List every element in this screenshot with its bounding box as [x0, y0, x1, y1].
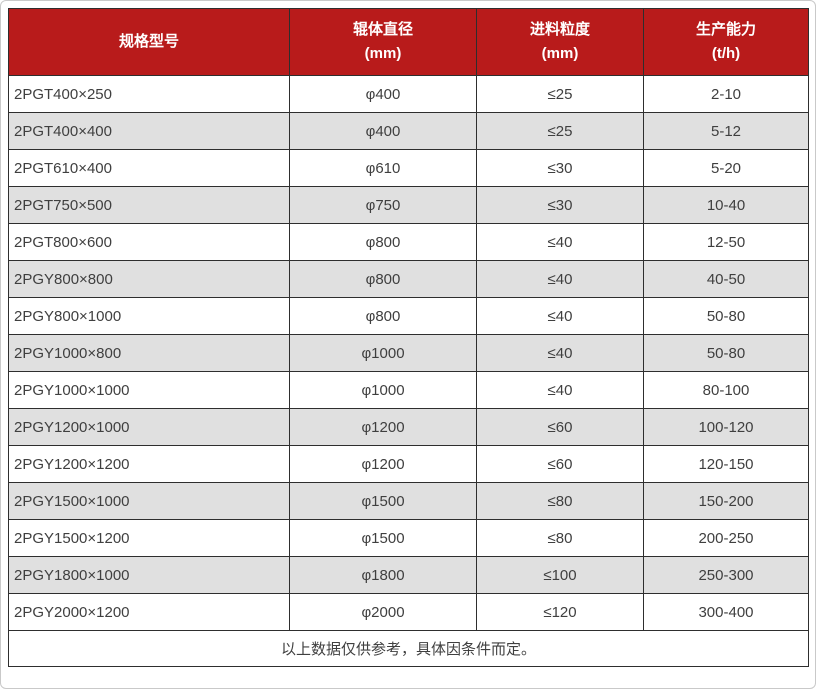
roller-diameter-cell: φ800 — [289, 260, 477, 298]
table-row: 2PGY800×1000 φ800 ≤40 50-80 — [8, 297, 809, 335]
header-model-title: 规格型号 — [118, 33, 179, 50]
header-feed-size: 进料粒度 (mm) — [476, 8, 644, 76]
header-roller-diameter-title: 辊体直径 — [352, 21, 413, 38]
capacity-cell: 2-10 — [643, 75, 809, 113]
roller-diameter-cell: φ1000 — [289, 371, 477, 409]
footer-row: 以上数据仅供参考，具体因条件而定。 — [8, 630, 809, 667]
feed-size-cell: ≤40 — [476, 260, 644, 298]
roller-diameter-cell: φ1000 — [289, 334, 477, 372]
model-cell: 2PGY2000×1200 — [8, 593, 290, 631]
roller-diameter-cell: φ400 — [289, 112, 477, 150]
roller-diameter-cell: φ1200 — [289, 408, 477, 446]
table-row: 2PGY800×800 φ800 ≤40 40-50 — [8, 260, 809, 298]
header-feed-size-unit: (mm) — [541, 45, 579, 62]
roller-diameter-cell: φ1500 — [289, 482, 477, 520]
feed-size-cell: ≤60 — [476, 445, 644, 483]
table-row: 2PGY1200×1000 φ1200 ≤60 100-120 — [8, 408, 809, 446]
table-row: 2PGY1000×1000 φ1000 ≤40 80-100 — [8, 371, 809, 409]
table-row: 2PGY2000×1200 φ2000 ≤120 300-400 — [8, 593, 809, 631]
capacity-cell: 50-80 — [643, 334, 809, 372]
table-row: 2PGT400×250 φ400 ≤25 2-10 — [8, 75, 809, 113]
roller-diameter-cell: φ1800 — [289, 556, 477, 594]
header-roller-diameter: 辊体直径 (mm) — [289, 8, 477, 76]
capacity-cell: 120-150 — [643, 445, 809, 483]
capacity-cell: 12-50 — [643, 223, 809, 261]
table-row: 2PGY1800×1000 φ1800 ≤100 250-300 — [8, 556, 809, 594]
table-footer: 以上数据仅供参考，具体因条件而定。 — [8, 630, 809, 667]
feed-size-cell: ≤40 — [476, 371, 644, 409]
feed-size-cell: ≤80 — [476, 519, 644, 557]
model-cell: 2PGY800×800 — [8, 260, 290, 298]
table-row: 2PGY1500×1000 φ1500 ≤80 150-200 — [8, 482, 809, 520]
capacity-cell: 100-120 — [643, 408, 809, 446]
model-cell: 2PGY1000×1000 — [8, 371, 290, 409]
feed-size-cell: ≤40 — [476, 223, 644, 261]
capacity-cell: 50-80 — [643, 297, 809, 335]
table-row: 2PGT800×600 φ800 ≤40 12-50 — [8, 223, 809, 261]
table-body: 2PGT400×250 φ400 ≤25 2-10 2PGT400×400 φ4… — [8, 75, 809, 631]
roller-diameter-cell: φ750 — [289, 186, 477, 224]
roller-diameter-cell: φ1200 — [289, 445, 477, 483]
table-row: 2PGY1200×1200 φ1200 ≤60 120-150 — [8, 445, 809, 483]
header-roller-diameter-unit: (mm) — [364, 45, 402, 62]
table-row: 2PGY1500×1200 φ1500 ≤80 200-250 — [8, 519, 809, 557]
table-row: 2PGT750×500 φ750 ≤30 10-40 — [8, 186, 809, 224]
table-row: 2PGT400×400 φ400 ≤25 5-12 — [8, 112, 809, 150]
capacity-cell: 80-100 — [643, 371, 809, 409]
model-cell: 2PGT400×400 — [8, 112, 290, 150]
feed-size-cell: ≤25 — [476, 75, 644, 113]
feed-size-cell: ≤30 — [476, 186, 644, 224]
capacity-cell: 150-200 — [643, 482, 809, 520]
roller-diameter-cell: φ610 — [289, 149, 477, 187]
feed-size-cell: ≤120 — [476, 593, 644, 631]
feed-size-cell: ≤40 — [476, 297, 644, 335]
roller-diameter-cell: φ400 — [289, 75, 477, 113]
footer-note: 以上数据仅供参考，具体因条件而定。 — [8, 630, 809, 667]
table-row: 2PGY1000×800 φ1000 ≤40 50-80 — [8, 334, 809, 372]
header-capacity-unit: (t/h) — [711, 45, 741, 62]
header-model: 规格型号 — [8, 8, 290, 76]
capacity-cell: 5-20 — [643, 149, 809, 187]
model-cell: 2PGY1200×1000 — [8, 408, 290, 446]
model-cell: 2PGT750×500 — [8, 186, 290, 224]
feed-size-cell: ≤80 — [476, 482, 644, 520]
roller-diameter-cell: φ1500 — [289, 519, 477, 557]
roller-diameter-cell: φ800 — [289, 223, 477, 261]
capacity-cell: 5-12 — [643, 112, 809, 150]
header-row: 规格型号 辊体直径 (mm) 进料粒度 (mm) 生产能力 (t/h) — [8, 8, 809, 76]
model-cell: 2PGY1500×1200 — [8, 519, 290, 557]
capacity-cell: 300-400 — [643, 593, 809, 631]
header-feed-size-title: 进料粒度 — [529, 21, 590, 38]
capacity-cell: 250-300 — [643, 556, 809, 594]
feed-size-cell: ≤40 — [476, 334, 644, 372]
capacity-cell: 200-250 — [643, 519, 809, 557]
table-row: 2PGT610×400 φ610 ≤30 5-20 — [8, 149, 809, 187]
capacity-cell: 40-50 — [643, 260, 809, 298]
model-cell: 2PGT800×600 — [8, 223, 290, 261]
table-header: 规格型号 辊体直径 (mm) 进料粒度 (mm) 生产能力 (t/h) — [8, 8, 809, 76]
feed-size-cell: ≤30 — [476, 149, 644, 187]
capacity-cell: 10-40 — [643, 186, 809, 224]
roller-diameter-cell: φ2000 — [289, 593, 477, 631]
model-cell: 2PGT610×400 — [8, 149, 290, 187]
feed-size-cell: ≤60 — [476, 408, 644, 446]
model-cell: 2PGY1000×800 — [8, 334, 290, 372]
model-cell: 2PGY800×1000 — [8, 297, 290, 335]
roller-diameter-cell: φ800 — [289, 297, 477, 335]
model-cell: 2PGT400×250 — [8, 75, 290, 113]
header-capacity-title: 生产能力 — [695, 21, 756, 38]
model-cell: 2PGY1200×1200 — [8, 445, 290, 483]
header-capacity: 生产能力 (t/h) — [643, 8, 809, 76]
spec-table: 规格型号 辊体直径 (mm) 进料粒度 (mm) 生产能力 (t/h) 2PGT… — [8, 8, 809, 667]
model-cell: 2PGY1800×1000 — [8, 556, 290, 594]
feed-size-cell: ≤25 — [476, 112, 644, 150]
feed-size-cell: ≤100 — [476, 556, 644, 594]
model-cell: 2PGY1500×1000 — [8, 482, 290, 520]
